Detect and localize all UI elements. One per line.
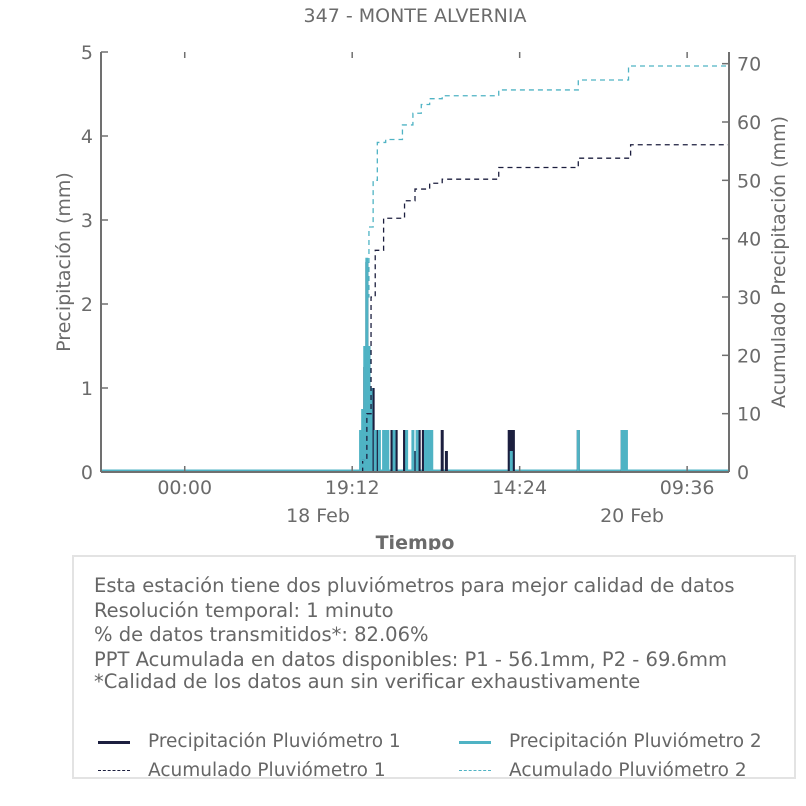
left-tick-label: 1 <box>81 378 93 400</box>
info-box: Esta estación tiene dos pluviómetros par… <box>72 555 796 781</box>
x-tick-label: 19:12 <box>325 477 380 499</box>
left-tick-label: 5 <box>81 42 93 64</box>
legend-label-p1: Precipitación Pluviómetro 1 <box>148 731 401 752</box>
info-line-transmitted: % de datos transmitidos*: 82.06% <box>94 623 429 646</box>
right-tick-label: 50 <box>737 170 761 192</box>
right-tick-label: 10 <box>737 404 761 426</box>
y-axis-label-right: Acumulado Precipitación (mm) <box>768 116 790 408</box>
legend-label-p2: Precipitación Pluviómetro 2 <box>509 731 762 752</box>
left-tick-label: 2 <box>81 294 93 316</box>
left-tick-label: 3 <box>81 210 93 232</box>
right-tick-label: 20 <box>737 345 761 367</box>
legend-swatch-p1 <box>98 741 130 744</box>
right-tick-label: 30 <box>737 287 761 309</box>
y-axis-label-left: Precipitación (mm) <box>53 172 75 352</box>
legend-label-a1: Acumulado Pluviómetro 1 <box>148 760 386 781</box>
cumulative-line-2 <box>101 65 729 473</box>
x-tick-label: 00:00 <box>157 477 212 499</box>
right-tick-label: 70 <box>737 54 761 76</box>
right-tick-label: 40 <box>737 229 761 251</box>
legend-swatch-a1 <box>98 770 130 771</box>
legend-label-a2: Acumulado Pluviómetro 2 <box>509 760 747 781</box>
date-label-18feb: 18 Feb <box>286 505 350 527</box>
date-label-20feb: 20 Feb <box>600 505 664 527</box>
x-axis-label: Tiempo <box>376 532 455 550</box>
x-tick-label: 09:36 <box>660 477 715 499</box>
legend-swatch-a2 <box>459 770 491 771</box>
right-tick-label: 0 <box>737 462 749 484</box>
left-tick-label: 4 <box>81 126 93 148</box>
info-line-quality: *Calidad de los datos aun sin verificar … <box>94 670 641 693</box>
x-tick-label: 14:24 <box>492 477 547 499</box>
legend-swatch-p2 <box>459 741 491 744</box>
precipitation-chart: 347 - MONTE ALVERNIA 0123450102030405060… <box>53 5 790 550</box>
info-line-stations: Esta estación tiene dos pluviómetros par… <box>94 574 735 597</box>
right-tick-label: 60 <box>737 112 761 134</box>
info-line-accumulated: PPT Acumulada en datos disponibles: P1 -… <box>94 648 727 671</box>
chart-title: 347 - MONTE ALVERNIA <box>304 5 527 27</box>
info-line-resolution: Resolución temporal: 1 minuto <box>94 599 394 622</box>
cumulative-line-1 <box>101 144 729 473</box>
left-tick-label: 0 <box>81 462 93 484</box>
